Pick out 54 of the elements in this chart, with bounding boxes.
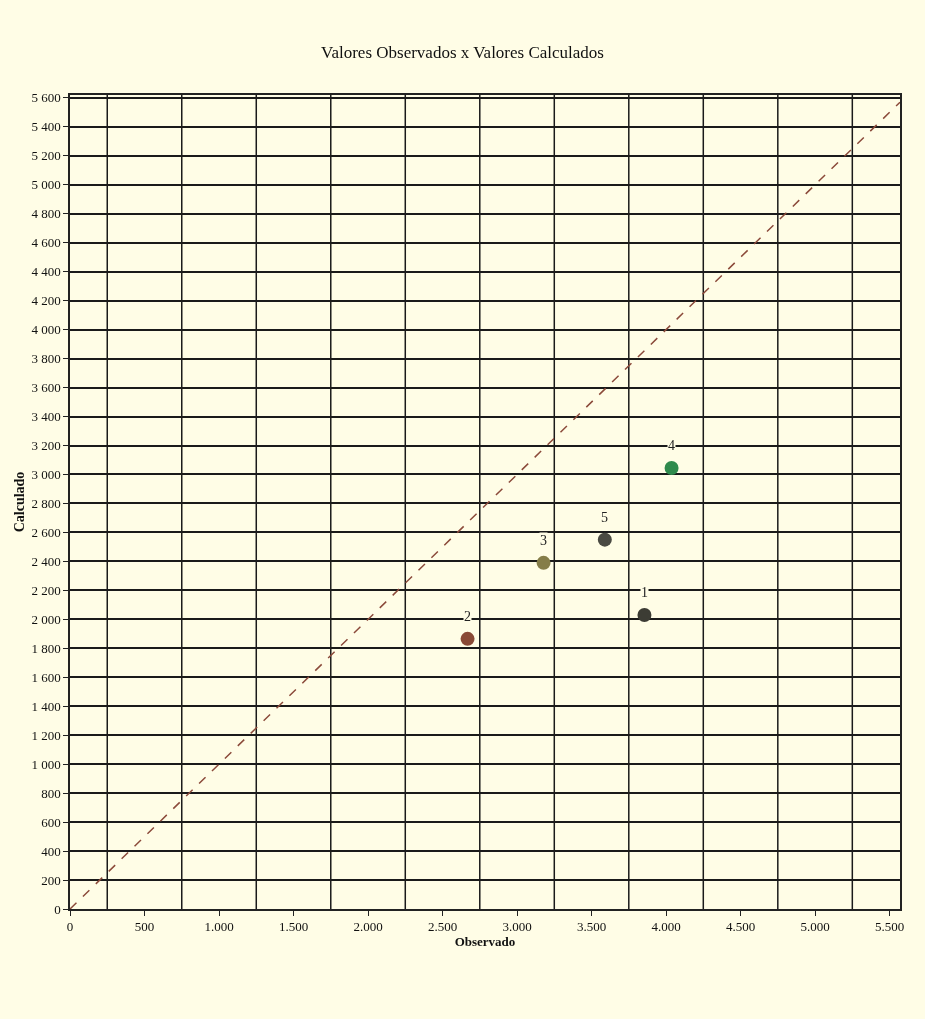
- x-tick-label: 0: [66, 919, 74, 935]
- y-tick-label: 400: [41, 843, 61, 859]
- y-tick-label: 3 800: [31, 351, 61, 367]
- y-tick-label: 1 200: [31, 727, 61, 743]
- annotation: 2: [464, 609, 471, 624]
- y-axis-title: Calculado: [11, 471, 27, 533]
- x-tick-label: 2.000: [353, 919, 383, 935]
- y-tick-label: 4 400: [31, 264, 61, 280]
- point: [536, 555, 551, 570]
- x-tick-label: 5.000: [800, 919, 830, 935]
- x-tick-label: 500: [134, 919, 155, 935]
- point: [637, 607, 652, 622]
- y-tick-label: 3 000: [31, 467, 61, 483]
- annotation: 5: [601, 510, 608, 525]
- y-tick-label: 600: [41, 814, 61, 830]
- y-tick-label: 2 400: [31, 553, 61, 569]
- point: [664, 460, 679, 475]
- annotation: 4: [668, 438, 675, 453]
- x-tick-label: 4.000: [651, 919, 681, 935]
- y-tick-label: 5 600: [31, 90, 61, 106]
- y-tick-label: 2 800: [31, 496, 61, 511]
- y-tick-label: 1 800: [31, 640, 61, 656]
- x-tick-label: 5.500: [874, 919, 905, 935]
- x-tick-label: 1.500: [278, 919, 309, 935]
- y-tick-label: 5 200: [31, 148, 61, 164]
- y-tick-label: 2 200: [31, 582, 61, 598]
- y-tick-label: 0: [54, 901, 61, 917]
- y-tick-label: 5 000: [31, 177, 61, 193]
- point: [597, 532, 612, 547]
- y-tick-label: 2 600: [31, 524, 61, 540]
- y-tick-label: 4 600: [31, 235, 61, 251]
- y-tick-label: 4 000: [31, 322, 61, 338]
- y-tick-label: 5 400: [31, 119, 61, 135]
- y-tick-label: 4 800: [31, 206, 61, 222]
- x-tick-label: 1.000: [204, 919, 234, 935]
- x-tick-label: 4.500: [725, 919, 756, 935]
- y-tick-label: 2 000: [31, 611, 61, 627]
- y-tick-label: 3 400: [31, 409, 61, 425]
- chart-title: Valores Observados x Valores Calculados: [321, 42, 604, 62]
- y-tick-label: 3 600: [31, 380, 61, 396]
- x-tick-label: 3.000: [502, 919, 532, 935]
- y-tick-label: 200: [41, 872, 61, 888]
- x-tick-label: 2.500: [427, 919, 458, 935]
- point: [460, 631, 475, 646]
- y-tick-label: 3 200: [31, 438, 61, 454]
- x-axis-title: Observado: [454, 934, 516, 950]
- annotation: 1: [641, 585, 648, 600]
- y-tick-label: 1 400: [31, 698, 61, 714]
- y-tick-label: 800: [41, 785, 61, 801]
- x-tick-label: 3.500: [576, 919, 607, 935]
- annotation: 3: [540, 533, 547, 548]
- y-tick-label: 4 200: [31, 293, 61, 309]
- y-tick-label: 1 000: [31, 756, 61, 772]
- y-tick-label: 1 600: [31, 669, 61, 685]
